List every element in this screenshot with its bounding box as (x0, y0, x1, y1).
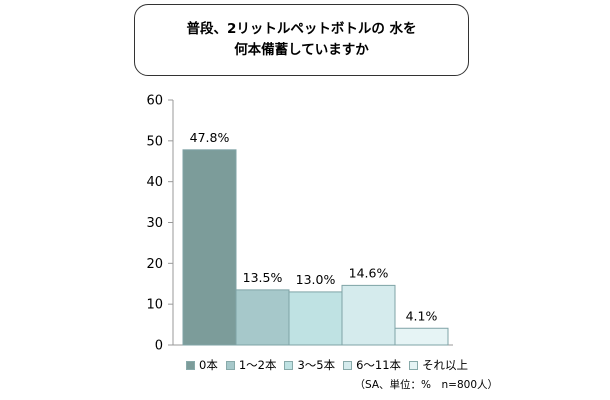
bar-value-label: 47.8% (190, 130, 230, 145)
legend-item: 6～11本 (343, 357, 401, 373)
chart-title-line-2: 何本備蓄していますか (234, 42, 369, 58)
legend-item: 0本 (186, 357, 218, 373)
legend-item: 3～5本 (284, 357, 335, 373)
y-tick-label: 10 (146, 298, 163, 313)
bar-2 (235, 289, 290, 346)
bar-value-label: 14.6% (349, 265, 389, 280)
legend-item: 1～2本 (225, 357, 277, 373)
y-tick-label: 20 (146, 257, 163, 272)
chart-title-box: 普段、2リットルペットボトルの 水を 何本備蓄していますか (134, 4, 469, 76)
legend-label: 6～11本 (356, 358, 402, 372)
bar-5 (394, 327, 449, 346)
y-tick-label: 50 (146, 134, 163, 149)
legend-label: 1～2本 (238, 358, 277, 372)
legend-item: それ以上 (409, 357, 468, 373)
bar-value-label: 13.5% (243, 270, 283, 285)
y-tick-label: 30 (146, 216, 163, 231)
bar-1 (182, 149, 237, 346)
y-tick-label: 0 (155, 339, 163, 354)
chart-title-line-1: 普段、2リットルペットボトルの 水を (186, 21, 417, 37)
legend-label: 3～5本 (297, 358, 336, 372)
bar-value-label: 13.0% (296, 272, 336, 287)
legend-swatch (409, 360, 419, 370)
legend-swatch (284, 360, 294, 370)
bar-3 (288, 291, 343, 346)
legend-label: 0本 (199, 358, 218, 372)
legend-swatch (186, 360, 195, 370)
bar-value-label: 4.1% (406, 308, 438, 323)
y-tick-label: 40 (146, 175, 163, 190)
bar-4 (341, 284, 396, 346)
chart-legend: 0本 1～2本 3～5本 6～11本 それ以上 (186, 357, 486, 373)
survey-note: （SA、単位：% n=800人） (354, 379, 498, 391)
legend-swatch (343, 360, 353, 370)
legend-label: それ以上 (422, 358, 469, 372)
y-tick-label: 60 (146, 94, 163, 109)
legend-swatch (225, 360, 235, 370)
